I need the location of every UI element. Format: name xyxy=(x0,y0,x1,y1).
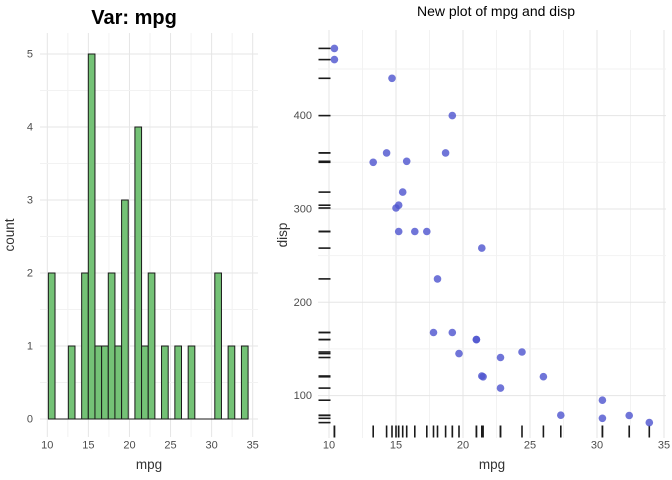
histogram-y-axis-title: count xyxy=(2,218,17,251)
histogram-y-tick-label: 3 xyxy=(27,195,33,207)
scatter-x-tick-label: 35 xyxy=(658,440,670,452)
histogram-bar xyxy=(187,345,196,420)
histogram-bar xyxy=(174,345,183,420)
scatter-point xyxy=(478,244,486,252)
histogram-y-tick-label: 1 xyxy=(27,341,33,353)
scatter-y-tick-label: 200 xyxy=(294,297,312,309)
scatter-point xyxy=(398,188,407,196)
histogram-bar xyxy=(101,345,109,420)
histogram-bar xyxy=(240,345,249,420)
scatter-point xyxy=(496,384,505,392)
scatter-title: New plot of mpg and disp xyxy=(417,3,575,19)
scatter-point xyxy=(394,227,403,236)
histogram-bar xyxy=(81,272,89,420)
scatter-point xyxy=(539,372,548,381)
scatter-point xyxy=(496,353,505,362)
scatter-point xyxy=(598,396,607,405)
histogram-bar xyxy=(67,345,76,420)
histogram-bar xyxy=(147,272,156,420)
histogram-title: Var: mpg xyxy=(91,7,177,29)
scatter-point xyxy=(330,44,339,53)
scatter-point xyxy=(423,227,431,236)
scatter-x-tick-label: 10 xyxy=(323,440,335,452)
scatter-point xyxy=(402,157,411,166)
histogram-bar xyxy=(47,272,56,420)
scatter-y-tick-label: 400 xyxy=(294,110,312,122)
scatter-point xyxy=(625,411,633,420)
scatter-point xyxy=(388,74,396,83)
histogram-x-tick-label: 35 xyxy=(247,440,259,452)
scatter-point xyxy=(518,348,526,356)
histogram-x-axis-title: mpg xyxy=(136,457,162,472)
scatter-y-tick-label: 300 xyxy=(294,203,312,215)
scatter-point xyxy=(441,149,450,157)
histogram-bar xyxy=(114,345,123,420)
scatter-points xyxy=(330,44,654,427)
scatter-point xyxy=(455,349,463,358)
scatter-gridlines xyxy=(318,30,666,438)
scatter-point xyxy=(429,328,438,337)
scatter-point xyxy=(448,111,457,120)
scatter-x-axis-title: mpg xyxy=(479,457,505,472)
scatter-point xyxy=(472,335,481,344)
scatter-tick-labels: 100 200 300 400 10 15 20 25 30 35 xyxy=(294,110,670,451)
histogram-bar xyxy=(141,345,149,420)
histogram-x-tick-label: 15 xyxy=(82,440,94,452)
scatter-point xyxy=(330,55,339,64)
scatter-point xyxy=(411,227,419,236)
scatter-point xyxy=(382,149,391,157)
scatter-x-tick-label: 25 xyxy=(524,440,536,452)
scatter-x-tick-label: 30 xyxy=(591,440,603,452)
histogram-tick-labels: 0 1 2 3 4 5 10 15 20 25 30 35 xyxy=(27,49,259,452)
scatter-point xyxy=(557,411,565,420)
scatter-rug-marks xyxy=(318,47,651,438)
scatter-y-tick-label: 100 xyxy=(294,390,312,402)
scatter-y-axis-title: disp xyxy=(275,223,290,248)
scatter-x-tick-label: 20 xyxy=(457,440,469,452)
scatter-point xyxy=(645,418,654,427)
histogram-y-tick-label: 0 xyxy=(27,414,33,426)
histogram-y-tick-label: 4 xyxy=(27,122,33,134)
histogram-x-tick-label: 30 xyxy=(205,440,217,452)
scatter-point xyxy=(598,414,607,423)
histogram-bar xyxy=(134,126,143,420)
scatter-point xyxy=(448,328,457,337)
histogram-bar xyxy=(161,345,169,420)
histogram-x-tick-label: 25 xyxy=(164,440,176,452)
scatter-point xyxy=(369,158,378,167)
scatter-x-tick-label: 15 xyxy=(390,440,402,452)
histogram-x-tick-label: 10 xyxy=(41,440,53,452)
histogram-y-tick-label: 5 xyxy=(27,49,33,61)
scatter-point xyxy=(392,204,400,212)
histogram-bar xyxy=(121,199,129,420)
histogram-x-tick-label: 20 xyxy=(123,440,135,452)
histogram-bar xyxy=(87,53,96,420)
histogram-bars xyxy=(47,53,249,420)
histogram-bar xyxy=(214,272,222,420)
histogram-bar xyxy=(227,345,236,420)
histogram-y-tick-label: 2 xyxy=(27,268,33,280)
scatter-point xyxy=(433,275,442,283)
scatter-point xyxy=(478,372,486,380)
histogram-bar xyxy=(94,345,103,420)
histogram-bar xyxy=(107,272,116,420)
